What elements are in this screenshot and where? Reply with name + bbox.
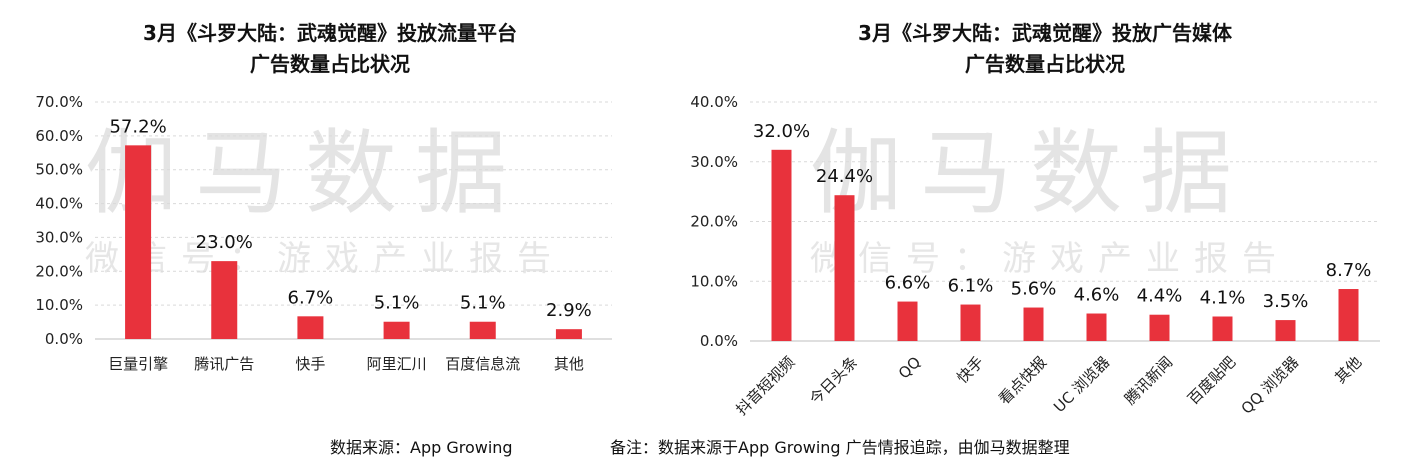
bar <box>960 304 981 341</box>
bar <box>1023 307 1044 341</box>
watermark-sub-right: 微信号：游戏产业报告 <box>810 239 1290 279</box>
bar <box>1338 289 1359 341</box>
category-label: 百度贴吧 <box>1184 353 1239 408</box>
y-axis-ticks: 0.0% 10.0% 20.0% 30.0% 40.0% 50.0% 60.0% 70.0% <box>35 93 83 348</box>
y-tick-label: 10.0% <box>35 296 83 314</box>
bar <box>211 261 238 339</box>
gridlines <box>750 101 1380 342</box>
y-tick-label: 50.0% <box>35 161 83 179</box>
category-label: UC 浏览器 <box>1050 353 1113 416</box>
category-label: 看点快报 <box>995 353 1050 408</box>
bars <box>125 145 582 339</box>
category-label: 阿里汇川 <box>367 355 427 373</box>
gridlines <box>95 101 612 340</box>
category-label: 腾讯广告 <box>194 355 254 373</box>
data-label: 5.1% <box>460 293 506 314</box>
data-label: 23.0% <box>196 232 253 253</box>
category-label: QQ <box>895 353 924 382</box>
y-tick-label: 0.0% <box>700 332 738 350</box>
bar <box>555 329 582 339</box>
category-label: 百度信息流 <box>445 355 520 373</box>
chart-traffic-platform: 3月《斗罗大陆：武魂觉醒》投放流量平台 广告数量占比状况 0.0% 10.0% 20… <box>35 21 612 373</box>
bar <box>1149 314 1170 341</box>
category-label: QQ 浏览器 <box>1238 353 1303 418</box>
footer-source: 数据来源：App Growing <box>330 438 513 457</box>
watermark-sub-left: 微信号：游戏产业报告 <box>85 239 565 279</box>
y-tick-label: 70.0% <box>35 93 83 111</box>
data-label: 32.0% <box>753 121 810 142</box>
data-label: 5.1% <box>374 293 420 314</box>
y-tick-label: 40.0% <box>690 93 738 111</box>
y-tick-label: 0.0% <box>45 330 83 348</box>
data-labels: 32.0% 24.4% 6.6% 6.1% 5.6% 4.6% 4.4% 4.1% 3.5% 8.… <box>753 121 1371 312</box>
y-tick-label: 20.0% <box>690 213 738 231</box>
watermark-layer: 伽马数据 微信号：游戏产业报告 伽马数据 微信号：游戏产业报告 <box>85 120 1290 279</box>
category-label: 其他 <box>554 355 584 373</box>
data-label: 2.9% <box>546 300 592 321</box>
footer-note: 备注：数据来源于App Growing 广告情报追踪，由伽马数据整理 <box>610 438 1070 457</box>
data-label: 6.7% <box>288 287 334 308</box>
y-tick-label: 30.0% <box>35 228 83 246</box>
y-tick-label: 10.0% <box>690 272 738 290</box>
category-label: 快手 <box>953 353 987 387</box>
y-tick-label: 40.0% <box>35 195 83 213</box>
category-label: 腾讯新闻 <box>1121 353 1176 408</box>
category-label: 巨量引擎 <box>108 355 168 373</box>
data-label: 4.1% <box>1200 288 1246 309</box>
category-labels: 巨量引擎 腾讯广告 快手 阿里汇川 百度信息流 其他 <box>108 355 584 373</box>
data-label: 57.2% <box>109 116 166 137</box>
data-label: 3.5% <box>1263 291 1309 312</box>
category-label: 今日头条 <box>806 353 861 408</box>
bar <box>383 321 410 339</box>
watermark-main-left: 伽马数据 <box>85 120 525 227</box>
category-label: 抖音短视频 <box>732 353 798 419</box>
category-label: 其他 <box>1331 353 1365 387</box>
bar <box>1212 316 1233 341</box>
y-tick-label: 30.0% <box>690 153 738 171</box>
category-label: 快手 <box>295 355 325 373</box>
bar <box>771 149 792 341</box>
chart-subtitle: 广告数量占比状况 <box>965 52 1125 76</box>
watermark-main-right: 伽马数据 <box>810 120 1250 227</box>
bar <box>469 321 496 339</box>
bar <box>1086 313 1107 341</box>
data-label: 4.6% <box>1074 285 1120 306</box>
y-tick-label: 60.0% <box>35 127 83 145</box>
data-label: 8.7% <box>1326 260 1372 281</box>
bar <box>1275 320 1296 341</box>
bar <box>297 316 324 339</box>
data-label: 6.1% <box>948 276 994 297</box>
y-tick-label: 20.0% <box>35 262 83 280</box>
chart-title: 3月《斗罗大陆：武魂觉醒》投放流量平台 <box>143 21 517 45</box>
bar <box>834 195 855 341</box>
y-axis-ticks: 0.0% 10.0% 20.0% 30.0% 40.0% <box>690 93 738 350</box>
chart-title: 3月《斗罗大陆：武魂觉醒》投放广告媒体 <box>858 21 1233 45</box>
bars <box>771 149 1359 341</box>
data-label: 4.4% <box>1137 286 1183 307</box>
data-label: 6.6% <box>885 273 931 294</box>
data-labels: 57.2% 23.0% 6.7% 5.1% 5.1% 2.9% <box>109 116 591 321</box>
data-label: 5.6% <box>1011 279 1057 300</box>
chart-subtitle: 广告数量占比状况 <box>250 52 410 76</box>
bar <box>125 145 152 339</box>
data-label: 24.4% <box>816 166 873 187</box>
bar <box>897 301 918 341</box>
